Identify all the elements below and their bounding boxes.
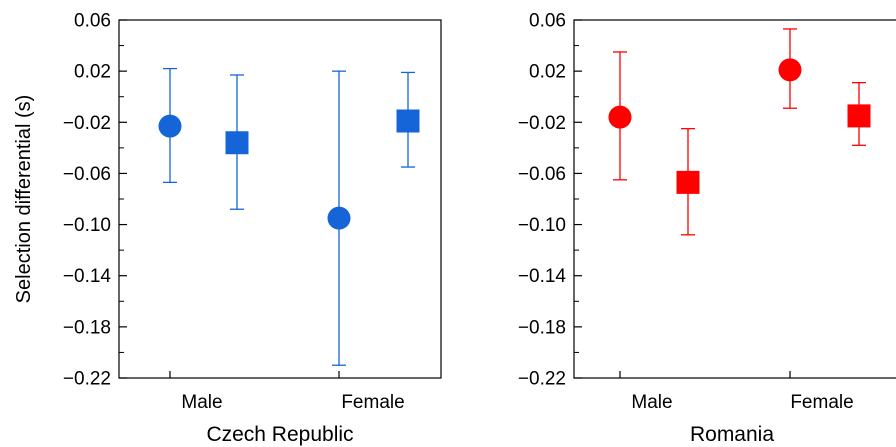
panel-title: Romania [690, 423, 774, 446]
plot-frame [118, 19, 442, 379]
y-axis-label: Selection differential (s) [13, 95, 35, 304]
y-tick-label: 0.06 [529, 11, 566, 32]
y-tick-label: −0.18 [518, 317, 566, 338]
data-point-square [225, 131, 249, 155]
y-tick-label: −0.10 [63, 215, 111, 236]
y-tick-label: −0.14 [63, 266, 112, 287]
y-tick-label: −0.22 [518, 369, 566, 390]
data-point-circle [778, 58, 802, 82]
y-tick-label: −0.14 [518, 266, 567, 287]
y-tick-label: −0.06 [63, 164, 111, 185]
y-tick-label: −0.06 [518, 164, 566, 185]
y-axis: 0.06 0.02 −0.02 −0.06 −0.10 −0.14 −0.18 −0.22 [518, 11, 791, 390]
y-axis: 0.06 0.02 −0.02 −0.06 −0.10 −0.14 −0.18 −0.22 [63, 11, 340, 390]
data-point-square [847, 104, 871, 128]
data-point-square [396, 109, 420, 133]
y-tick-label: −0.02 [518, 113, 566, 134]
panel-czech-republic: 0.06 0.02 −0.02 −0.06 −0.10 −0.14 −0.18 −0.22 M… [63, 11, 442, 446]
data-point-circle [158, 114, 182, 138]
plot-frame [573, 19, 896, 379]
category-label-male: Male [181, 392, 222, 413]
y-tick-label: 0.06 [74, 11, 111, 32]
y-tick-label: −0.18 [63, 317, 111, 338]
y-tick-label: −0.10 [518, 215, 566, 236]
y-tick-label: −0.22 [63, 369, 111, 390]
y-tick-label: −0.02 [63, 113, 111, 134]
y-tick-label: 0.02 [74, 62, 111, 83]
category-label-female: Female [341, 392, 404, 413]
y-tick-label: 0.02 [529, 62, 566, 83]
panel-title: Czech Republic [206, 423, 353, 446]
data-point-circle [327, 206, 351, 230]
category-label-female: Female [790, 392, 853, 413]
category-label-male: Male [631, 392, 672, 413]
data-point-circle [608, 105, 632, 129]
data-point-square [676, 170, 700, 194]
panel-romania: 0.06 0.02 −0.02 −0.06 −0.10 −0.14 −0.18 −0.22 M… [518, 11, 896, 446]
data-marks [158, 67, 420, 366]
data-marks [608, 28, 871, 236]
